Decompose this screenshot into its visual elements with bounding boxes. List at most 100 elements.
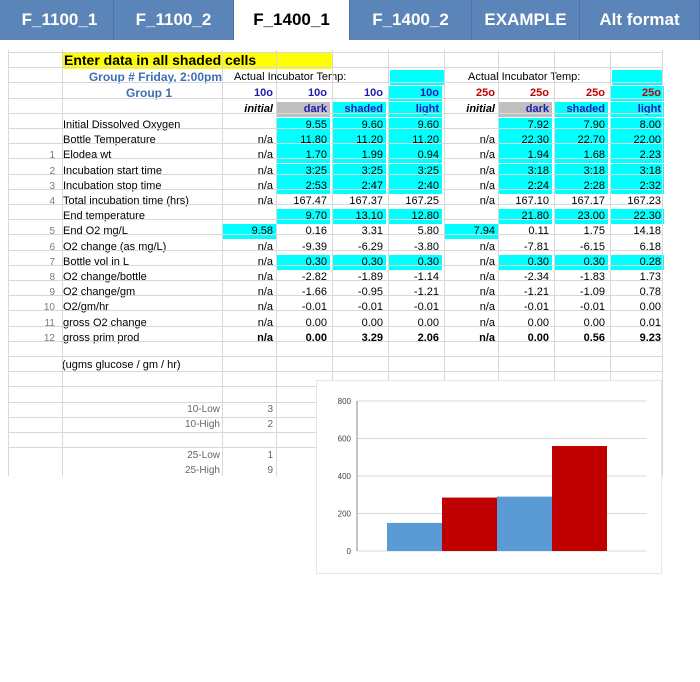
cell-25-light[interactable]: 8.00 (610, 118, 664, 133)
range-value: 9 (267, 465, 273, 476)
cell-10-dark[interactable]: 0.30 (276, 254, 330, 270)
cell-25-shaded[interactable]: 3:18 (554, 163, 608, 179)
temp-label-10: Actual Incubator Temp: (234, 71, 347, 83)
row-label: O2 change/bottle (63, 271, 147, 283)
grid-row-line (8, 128, 662, 129)
cell-25-dark[interactable]: 7.92 (498, 118, 552, 133)
cell-25-dark: -1.21 (523, 286, 549, 299)
cell-25-light[interactable]: 22.00 (610, 133, 664, 149)
cell-25-light[interactable]: 2.23 (610, 148, 664, 164)
cell-25-light[interactable]: 3:18 (610, 163, 664, 179)
temp-input-10[interactable] (390, 70, 444, 85)
cell-10-initial: n/a (257, 331, 273, 344)
temp-input-25[interactable] (612, 70, 662, 85)
cell-10-initial[interactable]: 9.58 (222, 224, 276, 240)
row-label: Initial Dissolved Oxygen (63, 119, 181, 131)
cell-10-shaded: -6.29 (357, 240, 383, 253)
cell-25-initial: n/a (479, 316, 495, 329)
cell-25-shaded[interactable]: 0.30 (554, 254, 608, 270)
cell-10-shaded[interactable]: 9.60 (332, 118, 386, 133)
cell-25-shaded: 1.75 (583, 225, 605, 238)
header-temp-25: 25o (610, 86, 664, 101)
cell-10-shaded[interactable]: 1.99 (332, 148, 386, 164)
tab-f1100-2[interactable]: F_1100_2 (114, 0, 234, 40)
cell-10-shaded[interactable]: 3:25 (332, 163, 386, 179)
cell-25-shaded[interactable]: 2:28 (554, 178, 608, 194)
cell-10-shaded[interactable]: 13.10 (332, 209, 386, 225)
cell-25-light[interactable]: 2:32 (610, 178, 664, 194)
cell-10-dark: 0.16 (305, 225, 327, 238)
cell-25-dark[interactable]: 1.94 (498, 148, 552, 164)
cell-10-light[interactable]: 2:40 (388, 178, 442, 194)
cell-10-light: 5.80 (417, 225, 439, 238)
range-value: 1 (267, 450, 273, 461)
cell-10-shaded[interactable]: 0.30 (332, 254, 386, 270)
cell-25-shaded: 0.00 (583, 316, 605, 329)
cell-25-dark[interactable]: 0.30 (498, 254, 552, 270)
cell-25-dark[interactable]: 2:24 (498, 178, 552, 194)
y-tick-label: 200 (338, 510, 352, 519)
cell-25-dark[interactable]: 3:18 (498, 163, 552, 179)
cell-25-initial (444, 209, 498, 224)
cell-25-shaded: -1.83 (579, 271, 605, 283)
tab-example[interactable]: EXAMPLE (472, 0, 580, 40)
cell-10-initial: n/a (257, 164, 273, 177)
y-tick-label: 400 (338, 472, 352, 481)
group-line-2: Group 1 (125, 86, 172, 100)
cell-10-dark[interactable]: 11.80 (276, 133, 330, 149)
grid-col-line (554, 50, 555, 476)
grid-row-line (8, 52, 662, 53)
tab-f1100-1[interactable]: F_1100_1 (6, 0, 114, 40)
grid-row-line (8, 325, 662, 327)
cell-25-dark[interactable]: 22.30 (498, 133, 552, 149)
cell-10-light[interactable]: 12.80 (388, 209, 442, 225)
header-temp-10: 10o (254, 87, 273, 99)
cell-10-shaded[interactable]: 11.20 (332, 133, 386, 149)
cell-10-light[interactable]: 0.30 (388, 254, 442, 270)
cell-25-initial[interactable]: 7.94 (444, 224, 498, 240)
cell-10-light: -0.01 (413, 301, 439, 314)
chart-bar (387, 522, 442, 551)
group-line-1: Group # Friday, 2:00pm (88, 70, 222, 84)
range-label: 25-High (184, 465, 220, 476)
cell-10-shaded: -0.95 (357, 286, 383, 299)
cell-10-dark[interactable]: 3:25 (276, 163, 330, 179)
header-condition-25: light (610, 102, 664, 117)
row-number: 1 (49, 150, 55, 162)
tab-f1400-2[interactable]: F_1400_2 (350, 0, 472, 40)
cell-10-initial (222, 209, 276, 224)
cell-10-light[interactable]: 0.94 (388, 148, 442, 164)
cell-25-dark[interactable]: 21.80 (498, 209, 552, 225)
cell-25-shaded[interactable]: 23.00 (554, 209, 608, 225)
cell-25-shaded[interactable]: 1.68 (554, 148, 608, 164)
cell-10-dark[interactable]: 9.70 (276, 209, 330, 225)
tab-alt-format[interactable]: Alt format (580, 0, 700, 40)
cell-25-light[interactable]: 22.30 (610, 209, 664, 225)
cell-10-shaded: -1.89 (357, 271, 383, 283)
row-label: Bottle vol in L (63, 255, 130, 268)
header-temp-25: 25o (530, 87, 549, 99)
cell-10-initial: n/a (257, 134, 273, 147)
cell-10-light[interactable]: 11.20 (388, 133, 442, 149)
grid-row-line (8, 188, 662, 190)
chart-bar (552, 446, 607, 551)
cell-25-shaded: -0.01 (579, 301, 605, 314)
cell-10-light[interactable]: 3:25 (388, 163, 442, 179)
tab-f1400-1[interactable]: F_1400_1 (234, 0, 350, 40)
cell-25-dark: 0.00 (527, 331, 549, 344)
chart-bar (442, 497, 497, 551)
cell-10-dark[interactable]: 9.55 (276, 118, 330, 133)
range-value: 2 (267, 419, 273, 430)
cell-25-light[interactable]: 0.28 (610, 254, 664, 270)
cell-10-shaded[interactable]: 2:47 (332, 178, 386, 194)
cell-10-dark[interactable]: 2:53 (276, 178, 330, 194)
row-label: Incubation stop time (63, 179, 162, 192)
cell-10-light[interactable]: 9.60 (388, 118, 442, 133)
cell-10-dark[interactable]: 1.70 (276, 148, 330, 164)
cell-25-shaded[interactable]: 7.90 (554, 118, 608, 133)
grid-row-line (8, 67, 662, 69)
cell-25-light: 0.00 (639, 301, 661, 314)
cell-25-initial: n/a (479, 301, 495, 314)
cell-25-shaded[interactable]: 22.70 (554, 133, 608, 149)
grid-row-line (8, 173, 662, 175)
